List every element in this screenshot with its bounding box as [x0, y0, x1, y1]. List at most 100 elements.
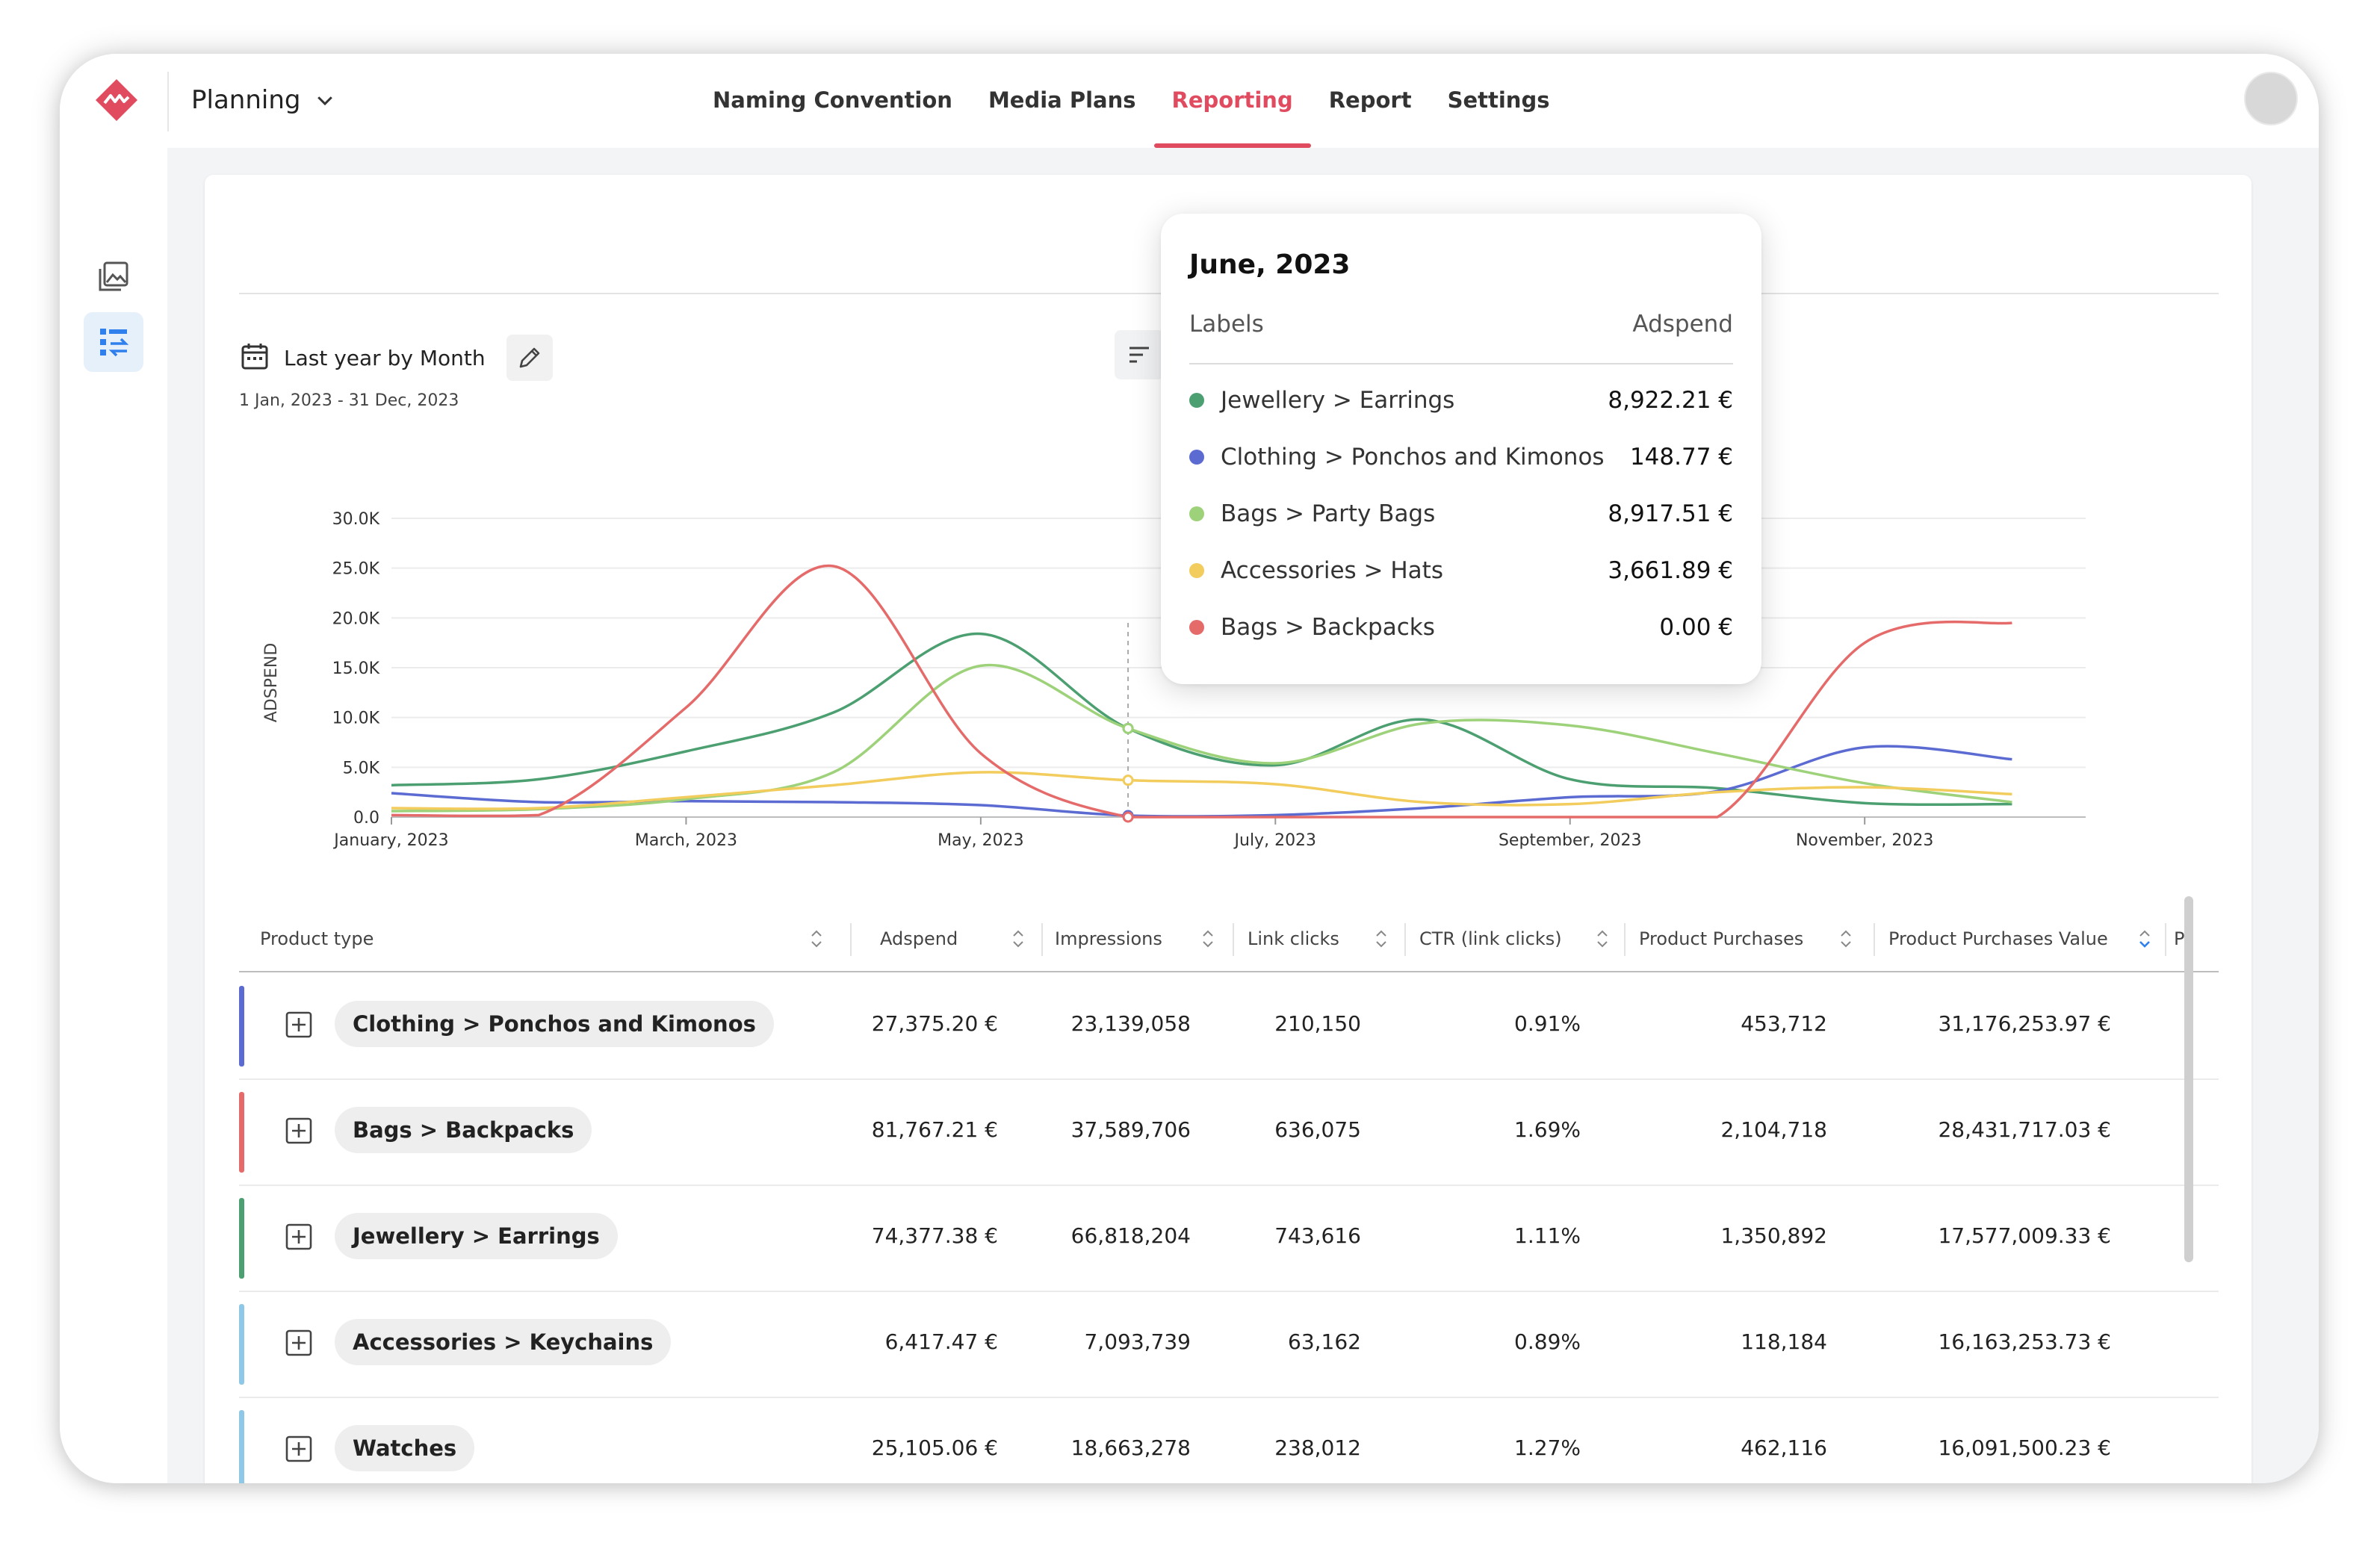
expand-plus-icon[interactable] [285, 1329, 312, 1356]
x-tick-label: September, 2023 [1499, 831, 1642, 850]
edit-date-button[interactable] [506, 335, 553, 381]
sort-icon [1129, 347, 1149, 363]
avatar[interactable] [2244, 72, 2298, 125]
column-header-label: Product Purchases Value [1888, 928, 2108, 949]
tooltip-col-label: Labels [1189, 311, 1264, 338]
y-tick-label: 15.0K [332, 659, 380, 678]
tooltip-row: Clothing > Ponchos and Kimonos 148.77 € [1189, 444, 1733, 471]
column-header-impressions[interactable]: Impressions [1055, 907, 1216, 971]
legend-dot [1189, 563, 1204, 578]
nav-settings[interactable]: Settings [1447, 87, 1550, 113]
cell-product-purchases-value: 28,431,717.03 € [1938, 1117, 2111, 1142]
tooltip-row-label: Jewellery > Earrings [1221, 387, 1455, 414]
sort-arrows-icon [1841, 930, 1851, 948]
expand-plus-icon[interactable] [285, 1117, 312, 1144]
cell-adspend: 74,377.38 € [871, 1223, 998, 1248]
table-row[interactable]: Watches 25,105.06 € 18,663,278 238,012 1… [239, 1397, 2219, 1483]
column-header-truncated[interactable]: Pr [2174, 907, 2219, 971]
cell-link-clicks: 238,012 [1274, 1435, 1361, 1460]
row-label-chip[interactable]: Accessories > Keychains [335, 1319, 672, 1365]
column-header-adspend[interactable]: Adspend [880, 907, 1026, 971]
adspend-line-chart[interactable]: 0.0 5.0K 10.0K 15.0K 20.0K 25.0K 30.0K January… [205, 175, 2252, 996]
cell-product-purchases-value: 17,577,009.33 € [1938, 1223, 2111, 1248]
x-tick-label: May, 2023 [938, 831, 1023, 850]
cell-ctr: 1.27% [1514, 1435, 1581, 1460]
cell-product-purchases: 453,712 [1741, 1011, 1827, 1036]
expand-plus-icon[interactable] [285, 1435, 312, 1462]
column-divider [2165, 923, 2166, 956]
table-row[interactable]: Bags > Backpacks 81,767.21 € 37,589,706 … [239, 1078, 2219, 1186]
expand-plus-icon[interactable] [285, 1011, 312, 1038]
x-tick-label: July, 2023 [1233, 831, 1317, 850]
app-window: Planning Naming Convention Media Plans R… [60, 54, 2319, 1483]
cell-impressions: 66,818,204 [1070, 1223, 1191, 1248]
y-tick-label: 20.0K [332, 609, 380, 628]
column-header-ctr[interactable]: CTR (link clicks) [1419, 907, 1611, 971]
column-divider [1874, 923, 1875, 956]
tooltip-row-value: 148.77 € [1629, 444, 1733, 471]
row-color-bar [239, 1198, 244, 1279]
sort-arrows-icon [1013, 930, 1023, 948]
chart-y-ticks: 0.0 5.0K 10.0K 15.0K 20.0K 25.0K 30.0K [332, 510, 380, 828]
legend-dot [1189, 393, 1204, 408]
legend-dot [1189, 450, 1204, 465]
table-row[interactable]: Clothing > Ponchos and Kimonos 27,375.20… [239, 972, 2219, 1080]
tooltip-row-label: Bags > Backpacks [1221, 614, 1435, 641]
table-header: Product type Adspend Impressions Link cl… [239, 907, 2219, 972]
column-header-label: Product type [260, 928, 374, 949]
report-list-icon [100, 329, 129, 357]
column-header-product-type[interactable]: Product type [260, 907, 825, 971]
column-header-label: Link clicks [1248, 928, 1339, 949]
top-bar: Planning Naming Convention Media Plans R… [60, 54, 2319, 148]
cell-adspend: 6,417.47 € [884, 1329, 998, 1354]
workspace-label: Planning [191, 85, 301, 115]
x-tick-label: November, 2023 [1796, 831, 1933, 850]
nav-reporting[interactable]: Reporting [1153, 54, 1311, 148]
cell-product-purchases: 462,116 [1741, 1435, 1827, 1460]
y-tick-label: 5.0K [343, 759, 380, 777]
cell-link-clicks: 63,162 [1288, 1329, 1361, 1354]
row-label-chip[interactable]: Bags > Backpacks [335, 1107, 592, 1153]
legend-dot [1189, 506, 1204, 521]
cell-product-purchases: 118,184 [1741, 1329, 1827, 1354]
column-header-label: Adspend [880, 928, 958, 949]
sidebar-item-reports[interactable] [84, 312, 143, 372]
expand-plus-icon[interactable] [285, 1223, 312, 1250]
column-header-label: CTR (link clicks) [1419, 928, 1562, 949]
pencil-icon [519, 347, 539, 368]
cell-adspend: 27,375.20 € [871, 1011, 998, 1036]
table-row[interactable]: Accessories > Keychains 6,417.47 € 7,093… [239, 1291, 2219, 1398]
row-label-chip[interactable]: Watches [335, 1425, 475, 1471]
x-tick-label: January, 2023 [332, 831, 448, 850]
left-rail [60, 148, 167, 1483]
nav-naming-convention[interactable]: Naming Convention [713, 87, 952, 113]
cell-product-purchases: 1,350,892 [1720, 1223, 1827, 1248]
cell-impressions: 37,589,706 [1070, 1117, 1191, 1142]
cell-link-clicks: 743,616 [1274, 1223, 1361, 1248]
table-scrollbar[interactable] [2184, 896, 2193, 1262]
cell-adspend: 25,105.06 € [871, 1435, 998, 1460]
nav-report[interactable]: Report [1328, 87, 1412, 113]
workspace-dropdown[interactable]: Planning [191, 78, 336, 122]
brand-logo-icon[interactable] [93, 76, 140, 124]
tooltip-row-value: 8,917.51 € [1608, 500, 1733, 527]
row-color-bar [239, 986, 244, 1067]
row-label-chip[interactable]: Jewellery > Earrings [335, 1213, 618, 1259]
tooltip-col-value: Adspend [1632, 311, 1733, 338]
column-divider [850, 923, 852, 956]
hover-point [1122, 811, 1134, 823]
column-header-product-purchases-value[interactable]: Product Purchases Value [1888, 907, 2153, 971]
sidebar-item-gallery[interactable] [84, 246, 143, 306]
nav-media-plans[interactable]: Media Plans [988, 87, 1136, 113]
cell-adspend: 81,767.21 € [871, 1117, 998, 1142]
row-label-chip[interactable]: Clothing > Ponchos and Kimonos [335, 1001, 774, 1047]
sort-button[interactable] [1115, 330, 1164, 379]
column-divider [1233, 923, 1234, 956]
table-row[interactable]: Jewellery > Earrings 74,377.38 € 66,818,… [239, 1185, 2219, 1292]
column-header-product-purchases[interactable]: Product Purchases [1639, 907, 1854, 971]
row-color-bar [239, 1410, 244, 1483]
sort-arrows-icon [1376, 930, 1386, 948]
date-range-picker[interactable]: Last year by Month [239, 335, 553, 381]
tooltip-header: Labels Adspend [1189, 311, 1733, 338]
column-header-link-clicks[interactable]: Link clicks [1248, 907, 1389, 971]
